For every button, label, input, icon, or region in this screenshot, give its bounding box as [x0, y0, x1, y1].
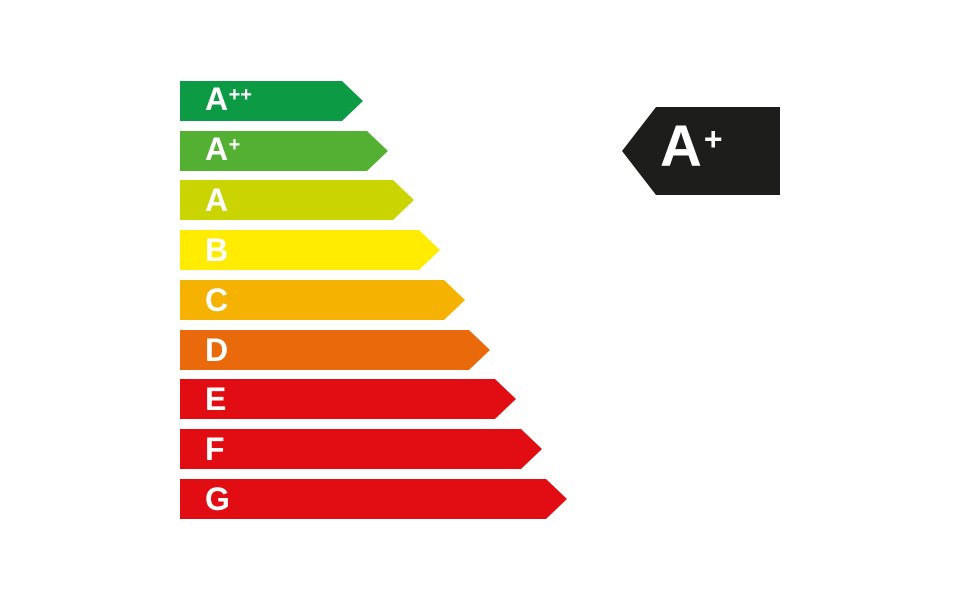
rating-badge-label: A+: [660, 114, 723, 179]
scale-bar-a: A: [180, 180, 414, 220]
bar-label-b: B: [205, 232, 229, 268]
bar-label-d: D: [205, 332, 229, 368]
scale-bar-c: C: [180, 280, 465, 320]
scale-bar-d: D: [180, 330, 490, 370]
bar-label-a-plus-plus: A++: [205, 80, 252, 117]
scale-bar-g: G: [180, 479, 567, 519]
bar-label-g: G: [205, 481, 231, 517]
rating-badge: A+: [622, 107, 780, 195]
bar-label-c: C: [205, 282, 229, 318]
scale-bar-a-plus: A+: [180, 131, 388, 171]
scale-bar-f: F: [180, 429, 542, 469]
bar-label-a-plus: A+: [205, 130, 241, 167]
bar-label-f: F: [205, 431, 226, 467]
scale-bar-e: E: [180, 379, 516, 419]
scale-bar-a-plus-plus: A++: [180, 81, 363, 121]
bar-label-a: A: [205, 182, 229, 218]
bar-label-e: E: [205, 381, 227, 417]
scale-bar-b: B: [180, 230, 440, 270]
